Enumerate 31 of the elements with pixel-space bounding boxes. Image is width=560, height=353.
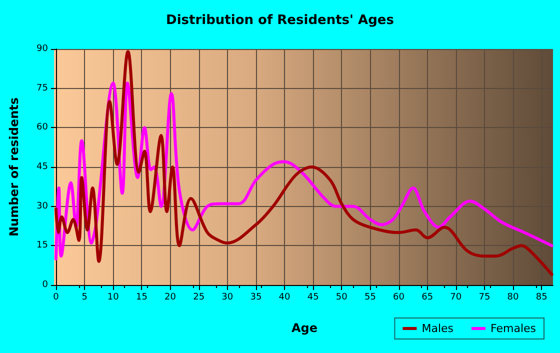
x-tick-label: 40 [278, 292, 291, 302]
x-tick-label: 10 [107, 292, 120, 302]
y-axis-title: Number of residents [7, 97, 21, 237]
x-tick-label: 70 [450, 292, 462, 302]
y-tick-label: 15 [36, 240, 48, 251]
x-tick-label: 20 [164, 292, 176, 302]
y-tick-label: 0 [42, 280, 48, 290]
y-tick-label: 60 [36, 122, 48, 133]
y-tick-label: 75 [36, 83, 48, 94]
x-tick-label: 55 [364, 292, 376, 302]
x-tick-label: 75 [478, 292, 490, 302]
x-tick-label: 15 [136, 292, 148, 302]
x-axis-title: Age [291, 321, 318, 335]
x-tick-label: 80 [507, 292, 520, 302]
legend-label: Males [422, 322, 454, 335]
x-tick-label: 85 [536, 292, 548, 302]
y-tick-label: 90 [36, 44, 48, 54]
x-tick-label: 35 [250, 292, 262, 302]
line-series [54, 50, 554, 276]
y-tick-label: 45 [36, 162, 48, 172]
x-tick-label: 30 [222, 292, 234, 302]
x-tick-label: 60 [393, 292, 405, 302]
x-tick-label: 0 [53, 292, 60, 302]
x-tick-label: 45 [307, 292, 319, 302]
x-tick-label: 5 [82, 292, 88, 302]
x-tick-label: 50 [336, 292, 348, 302]
y-tick-label: 30 [36, 201, 48, 212]
chart-title: Distribution of Residents' Ages [166, 13, 394, 28]
x-tick-label: 25 [193, 292, 205, 302]
legend-label: Females [490, 322, 536, 335]
x-tick-label: 65 [422, 292, 434, 302]
